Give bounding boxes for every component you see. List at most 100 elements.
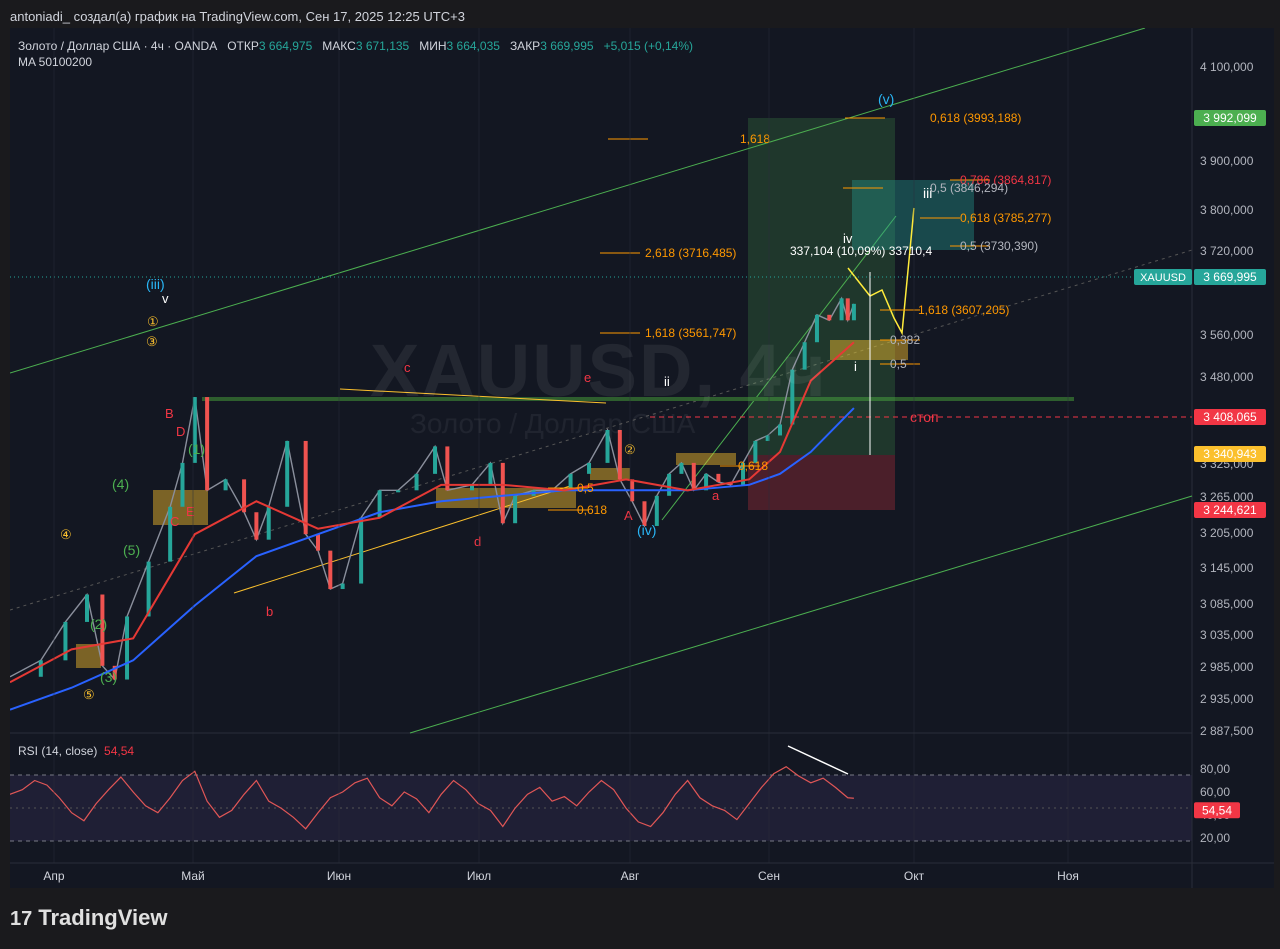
- name-watermark: Золото / Доллар США: [410, 408, 696, 439]
- rsi-legend[interactable]: RSI (14, close) 54,54: [18, 744, 134, 758]
- candle: [112, 665, 117, 680]
- candle: [266, 506, 271, 540]
- candle: [328, 550, 333, 590]
- y-tick-label-16: 3 035,000: [1200, 628, 1254, 642]
- wave-label-22: (5): [123, 542, 140, 558]
- wave-label-21: (4): [112, 476, 129, 492]
- candle: [845, 298, 850, 321]
- candle: [827, 314, 832, 321]
- ma-fast-line: [10, 341, 855, 684]
- fib-label-7: 1,618 (3607,205): [918, 303, 1009, 317]
- rsi-title: RSI (14, close): [18, 744, 98, 758]
- y-tick-label-11: 3 265,000: [1200, 490, 1254, 504]
- candle: [242, 479, 247, 513]
- stop-label: стоп: [910, 409, 939, 425]
- candle: [642, 501, 647, 526]
- ma-indicator-label[interactable]: MA 50100200: [18, 55, 93, 69]
- close-label: ЗАКР: [509, 39, 541, 53]
- x-tick-label-4: Авг: [621, 869, 640, 883]
- candle: [691, 462, 696, 491]
- wave-label-1: (iii): [146, 276, 165, 292]
- candle: [100, 594, 105, 666]
- candle: [488, 462, 493, 485]
- tradingview-logo: 17 TradingView: [10, 905, 167, 931]
- candle: [125, 616, 130, 680]
- x-tick-label-1: Май: [181, 869, 205, 883]
- candle: [814, 314, 819, 343]
- y-tick-label-4: 3 720,000: [1200, 244, 1254, 258]
- candle: [180, 462, 185, 507]
- rsi-tick-label-0: 80,00: [1200, 762, 1230, 776]
- price-tag-text-3: 3 340,943: [1203, 447, 1257, 461]
- chart-background: [10, 28, 1274, 888]
- rsi-value-tag: [1194, 802, 1240, 819]
- chart-legend: Золото / Доллар США · 4ч · OANDA ОТКР3 6…: [18, 38, 693, 70]
- candle: [285, 440, 290, 507]
- symbol-watermark: XAUUSD, 4ч: [370, 329, 828, 412]
- high-value: 3 671,135: [355, 39, 410, 53]
- fib-label-11: 0,618: [738, 459, 768, 473]
- candle: [205, 397, 210, 491]
- y-tick-label-6: 3 560,000: [1200, 328, 1254, 342]
- fib-label-12: 0,5: [577, 481, 594, 495]
- wave-label-16: D: [176, 424, 185, 439]
- rsi-tick-label-3: 20,00: [1200, 831, 1230, 845]
- attribution-text: antoniadi_ создал(а) график на TradingVi…: [10, 9, 465, 24]
- open-value: 3 664,975: [258, 39, 313, 53]
- candle: [716, 473, 721, 483]
- wave-label-3: v: [162, 291, 169, 306]
- ma-slow-line: [10, 407, 855, 711]
- candle: [513, 495, 518, 524]
- chart-frame[interactable]: 0,618 (3993,188) 1,618 0,786 (3864,817) 0,5…: [10, 28, 1274, 888]
- wave-label-7: ii: [664, 374, 670, 389]
- support-box-3: [590, 468, 630, 480]
- candle: [568, 473, 573, 491]
- fib-label-0: 0,618 (3993,188): [930, 111, 1021, 125]
- candle: [340, 583, 345, 590]
- wave-label-5: iv: [843, 231, 853, 246]
- y-tick-label-3: 3 800,000: [1200, 203, 1254, 217]
- y-tick-label-0: 4 100,000: [1200, 60, 1254, 74]
- wave-label-4: iii: [923, 185, 932, 201]
- x-tick-label-3: Июл: [467, 869, 491, 883]
- wave-label-15: C: [170, 514, 179, 529]
- sub-channel-line: [661, 215, 897, 521]
- wave-label-17: E: [186, 504, 195, 519]
- y-tick-label-18: 2 935,000: [1200, 692, 1254, 706]
- high-label: МАКС: [322, 39, 356, 53]
- stop-zone: [748, 455, 895, 510]
- candle: [414, 473, 419, 491]
- wave-label-24: ④: [60, 527, 72, 542]
- attribution-bar: antoniadi_ создал(а) график на TradingVi…: [0, 0, 1280, 32]
- symbol-title[interactable]: Золото / Доллар США · 4ч · OANDA: [18, 39, 218, 53]
- triangle-upper-line: [339, 388, 607, 404]
- candle: [587, 462, 592, 474]
- candle: [679, 462, 684, 474]
- candle: [741, 462, 746, 485]
- rsi-line: [10, 765, 854, 830]
- y-tick-label-15: 3 085,000: [1200, 597, 1254, 611]
- candle: [38, 660, 43, 677]
- candle: [790, 369, 795, 425]
- symbol-tag-text: XAUUSD: [1140, 272, 1186, 284]
- price-tag-text-1: 3 669,995: [1203, 270, 1257, 284]
- price-tag-text-0: 3 992,099: [1203, 111, 1257, 125]
- rsi-divergence-line: [787, 745, 849, 775]
- candle: [85, 594, 89, 622]
- fib-label-5: 0,5 (3730,390): [960, 239, 1038, 253]
- y-tick-label-7: 3 480,000: [1200, 370, 1254, 384]
- wave-label-8: a: [712, 488, 720, 503]
- rsi-tick-label-1: 60,00: [1200, 785, 1230, 799]
- candle: [396, 490, 401, 493]
- x-tick-label-2: Июн: [327, 869, 351, 883]
- wave-label-13: A: [624, 508, 633, 523]
- wave-label-12: e: [584, 370, 591, 385]
- wave-label-20: (3): [100, 669, 117, 685]
- candle: [359, 517, 364, 584]
- candle: [63, 621, 68, 661]
- x-tick-label-0: Апр: [43, 869, 65, 883]
- candle: [605, 429, 610, 463]
- candle: [753, 440, 758, 463]
- candle: [667, 473, 672, 496]
